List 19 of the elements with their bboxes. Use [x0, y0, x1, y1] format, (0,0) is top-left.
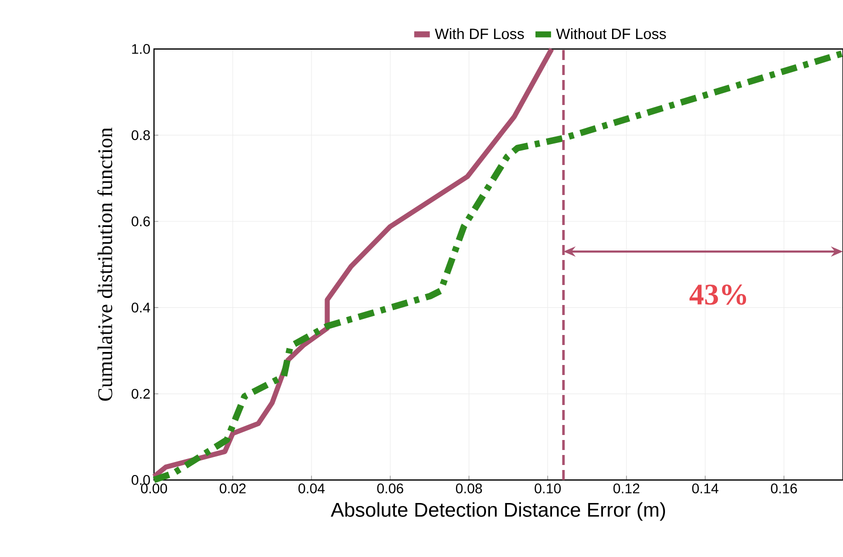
y-tick-label: 0.6 [132, 216, 150, 226]
annotation: 43% [690, 284, 746, 305]
y-tick-label: 0.0 [132, 475, 150, 485]
x-tick-label: 0.10 [534, 483, 561, 494]
legend-label: Without DF Loss [556, 28, 666, 40]
x-tick-label: 0.06 [377, 483, 404, 494]
y-tick-label: 0.4 [132, 302, 150, 313]
y-axis-title: Cumulative distribution function [97, 128, 112, 401]
y-tick-label: 0.8 [132, 130, 150, 140]
x-tick-label: 0.02 [220, 483, 246, 494]
legend-label: With DF Loss [434, 28, 524, 40]
x-tick-label: 0.04 [298, 483, 325, 494]
x-tick-label: 0.16 [770, 483, 797, 494]
x-tick-label: 0.14 [692, 483, 718, 494]
y-tick-label: 0.2 [132, 388, 150, 399]
x-tick-label: 0.12 [613, 483, 640, 494]
x-axis-title: Absolute Detection Distance Error (m) [330, 502, 665, 521]
y-tick-label: 1.0 [132, 44, 150, 54]
x-tick-label: 0.08 [456, 483, 482, 494]
